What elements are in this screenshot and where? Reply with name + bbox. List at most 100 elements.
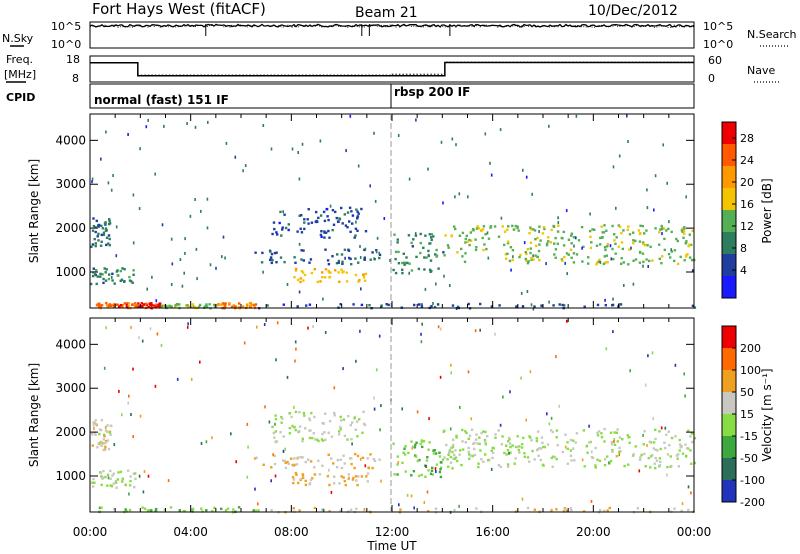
freq-panel-frame [89,55,695,83]
data-cell [273,251,277,255]
data-cell-scatter [683,372,685,376]
data-cell-scatter [652,417,654,421]
data-cell-scatter [333,386,336,390]
data-cell [604,261,607,264]
data-cell [279,431,282,434]
data-cell [137,302,140,305]
data-cell [599,243,602,246]
data-cell [416,459,420,463]
data-cell [550,228,553,232]
data-cell [134,477,137,481]
data-cell [606,245,609,248]
data-cell [253,304,256,307]
data-cell [526,506,530,510]
data-cell-scatter [660,426,663,430]
data-cell-scatter [546,412,548,416]
data-cell [596,303,600,307]
data-cell [654,448,657,451]
data-cell-scatter [512,255,514,259]
data-cell-scatter [398,503,400,507]
data-cell [116,303,119,306]
data-cell [91,444,94,447]
data-cell [420,303,423,306]
data-cell [305,304,308,307]
data-cell [342,270,345,273]
data-cell [110,424,113,428]
data-cell [94,242,97,245]
data-cell [363,258,366,261]
data-cell-scatter [189,214,192,218]
data-cell-scatter [127,133,129,136]
data-cell-scatter [605,347,608,351]
data-cell [348,206,352,209]
data-cell [523,455,526,458]
data-cell [595,263,598,266]
data-cell [688,233,691,236]
velocity-ylabel: Slant Range [km] [27,363,41,467]
data-cell [605,254,608,257]
data-cell [638,261,642,264]
data-cell-scatter [383,217,386,220]
data-cell [420,305,424,308]
data-cell [170,306,173,309]
data-cell [570,508,573,512]
data-cell [451,304,455,307]
data-cell-scatter [163,124,165,128]
data-cell [105,301,108,305]
data-cell-scatter [141,339,144,343]
data-cell-scatter [531,192,533,196]
data-cell [260,261,264,264]
data-cell-scatter [442,201,444,205]
data-cell [97,303,100,307]
data-cell [651,454,654,457]
data-cell [572,439,575,442]
data-cell [92,224,96,228]
data-cell [358,279,361,282]
data-cell [411,245,414,248]
data-cell-scatter [132,367,134,371]
data-cell [587,262,590,265]
data-cell [529,251,532,255]
data-cell [594,446,597,450]
data-cell-scatter [373,396,375,400]
data-cell [481,236,484,240]
power-colorbar-tick-label: 16 [740,198,754,211]
data-cell [303,227,306,231]
data-cell [95,269,98,272]
data-cell [127,305,130,308]
power-colorbar-tick-label: 28 [740,132,754,145]
data-cell [658,257,661,260]
data-cell [108,273,111,276]
data-cell [596,261,599,264]
data-cell [611,224,614,228]
data-cell [332,482,336,485]
data-cell [204,305,208,309]
data-cell [466,240,469,243]
freq-panel: Freq. [MHz] 18 8 60 0 Nave [4,53,780,85]
data-cell [91,481,94,484]
data-cell [482,248,485,252]
data-cell-scatter [319,139,322,143]
data-cell [324,268,328,271]
data-cell [340,253,344,256]
data-cell [596,431,599,435]
data-cell [441,458,445,461]
data-cell [562,510,566,513]
data-cell [652,447,655,450]
data-cell-scatter [312,325,314,329]
data-cell [572,447,575,450]
data-cell [458,234,462,237]
data-cell [613,443,617,446]
data-cell [410,269,414,272]
data-cell [546,443,550,446]
data-cell-scatter [489,161,491,165]
data-cell-scatter [322,508,325,512]
data-cell [93,272,97,276]
data-cell [551,430,554,434]
data-cell [426,456,429,459]
data-cell [468,238,471,242]
data-cell [242,305,245,308]
sky-right-label: N.Search [747,28,797,41]
data-cell [94,244,97,248]
data-cell [560,236,563,240]
